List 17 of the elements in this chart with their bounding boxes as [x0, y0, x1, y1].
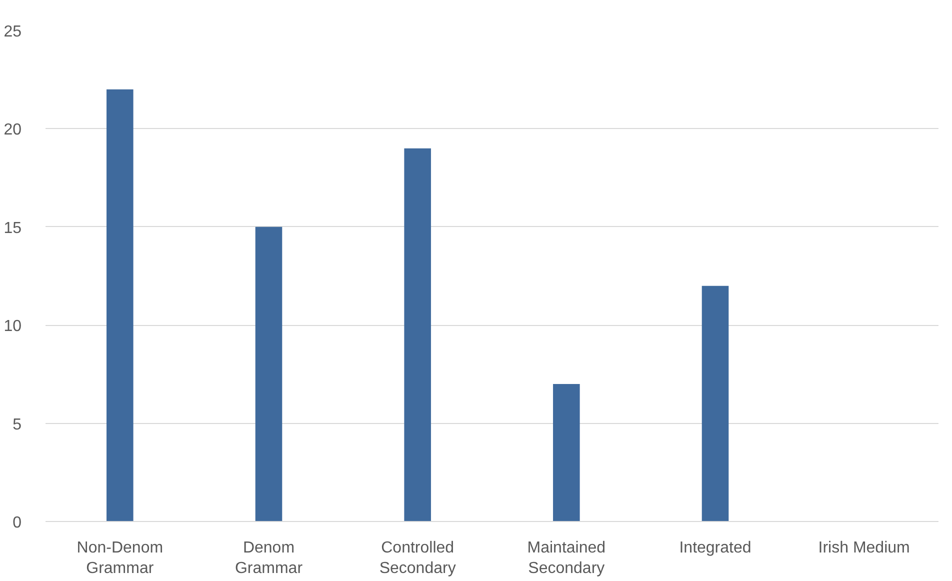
x-tick-label: Integrated [679, 540, 752, 556]
y-tick-label: 0 [12, 514, 22, 532]
x-tick-label: Denom Grammar [234, 540, 304, 577]
y-tick-label: 25 [4, 24, 22, 40]
x-tick-label: Maintained Secondary [527, 540, 606, 577]
y-tick-label: 10 [4, 318, 22, 336]
bar [553, 384, 580, 522]
bar [404, 148, 431, 522]
y-tick-label: 15 [4, 220, 22, 237]
x-tick-label: Irish Medium [818, 540, 910, 556]
bar [106, 89, 134, 522]
y-tick-label: 5 [12, 416, 22, 434]
x-tick-label: Non-Denom Grammar [76, 540, 164, 577]
bar [702, 286, 729, 522]
bar [255, 226, 282, 522]
x-tick-label: Controlled Secondary [379, 540, 456, 577]
y-tick-label: 20 [4, 122, 22, 139]
